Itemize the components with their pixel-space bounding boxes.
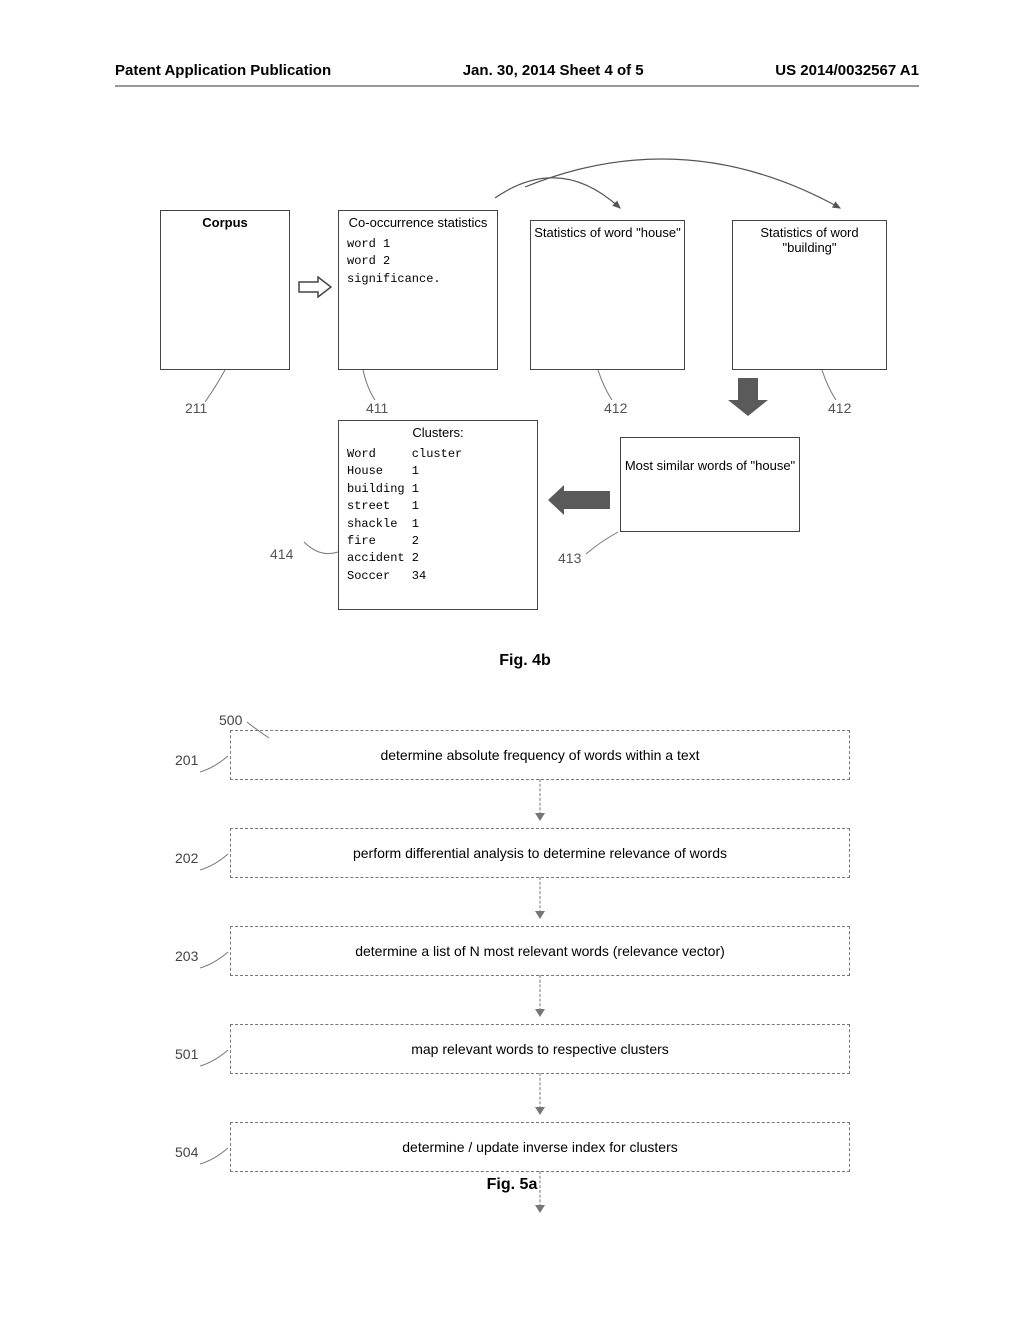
ref-504: 504 (175, 1144, 198, 1160)
box-stat-building: Statistics of word "building" (732, 220, 887, 370)
arrow-corpus-to-cooccur (298, 276, 332, 298)
box-similar-words: Most similar words of "house" (620, 437, 800, 532)
ref-201: 201 (175, 752, 198, 768)
step-text: map relevant words to respective cluster… (411, 1041, 669, 1057)
corpus-title: Corpus (161, 211, 289, 234)
stat1-title: Statistics of word "house" (531, 221, 684, 244)
fig5a-caption: Fig. 5a (0, 1176, 1024, 1194)
step-text: determine a list of N most relevant word… (355, 943, 725, 959)
arrow-to-stat2 (525, 152, 845, 218)
similar-title: Most similar words of "house" (621, 438, 799, 477)
ref-500: 500 (219, 712, 242, 728)
arrowhead-icon (535, 911, 545, 919)
figure-5a: 500 determine absolute frequency of word… (165, 730, 865, 1220)
step-text: determine / update inverse index for clu… (402, 1139, 677, 1155)
leader-414 (302, 532, 338, 562)
cooccur-body: word 1 word 2 significance. (339, 234, 497, 290)
ref-211: 211 (185, 400, 207, 416)
header-left: Patent Application Publication (115, 62, 331, 79)
page-header: Patent Application Publication Jan. 30, … (115, 62, 919, 87)
header-center: Jan. 30, 2014 Sheet 4 of 5 (463, 62, 644, 79)
ref-413: 413 (558, 550, 581, 566)
arrowhead-icon (535, 1205, 545, 1213)
flow-step-504: determine / update inverse index for clu… (230, 1122, 850, 1172)
leader-201 (200, 754, 230, 774)
ref-412a: 412 (604, 400, 627, 416)
arrowhead-icon (535, 1107, 545, 1115)
flow-step-201: determine absolute frequency of words wi… (230, 730, 850, 780)
leader-202 (200, 852, 230, 872)
box-clusters: Clusters: Word cluster House 1 building … (338, 420, 538, 610)
leader-413 (582, 532, 618, 558)
arrow-down-icon (728, 378, 768, 416)
flow-step-202: perform differential analysis to determi… (230, 828, 850, 878)
ref-501: 501 (175, 1046, 198, 1062)
flow-step-501: map relevant words to respective cluster… (230, 1024, 850, 1074)
box-cooccurrence: Co-occurrence statistics word 1 word 2 s… (338, 210, 498, 370)
flow-step-203: determine a list of N most relevant word… (230, 926, 850, 976)
leader-203 (200, 950, 230, 970)
cooccur-title: Co-occurrence statistics (339, 211, 497, 234)
arrowhead-icon (535, 1009, 545, 1017)
fig4b-caption: Fig. 4b (130, 652, 920, 670)
arrowhead-icon (535, 813, 545, 821)
ref-202: 202 (175, 850, 198, 866)
box-stat-house: Statistics of word "house" (530, 220, 685, 370)
leader-501 (200, 1048, 230, 1068)
leader-211 (205, 370, 245, 410)
stat2-title: Statistics of word "building" (733, 221, 886, 259)
leader-504 (200, 1146, 230, 1166)
header-right: US 2014/0032567 A1 (775, 62, 919, 79)
ref-412b: 412 (828, 400, 851, 416)
arrow-left-icon (548, 485, 610, 515)
ref-411: 411 (366, 400, 388, 416)
step-text: perform differential analysis to determi… (353, 845, 727, 861)
box-corpus: Corpus (160, 210, 290, 370)
figure-4b: Corpus 211 Co-occurrence statistics word… (130, 170, 920, 670)
ref-203: 203 (175, 948, 198, 964)
ref-414: 414 (270, 546, 293, 562)
clusters-body: Word cluster House 1 building 1 street 1… (339, 444, 537, 587)
clusters-title: Clusters: (339, 421, 537, 444)
step-text: determine absolute frequency of words wi… (380, 747, 699, 763)
